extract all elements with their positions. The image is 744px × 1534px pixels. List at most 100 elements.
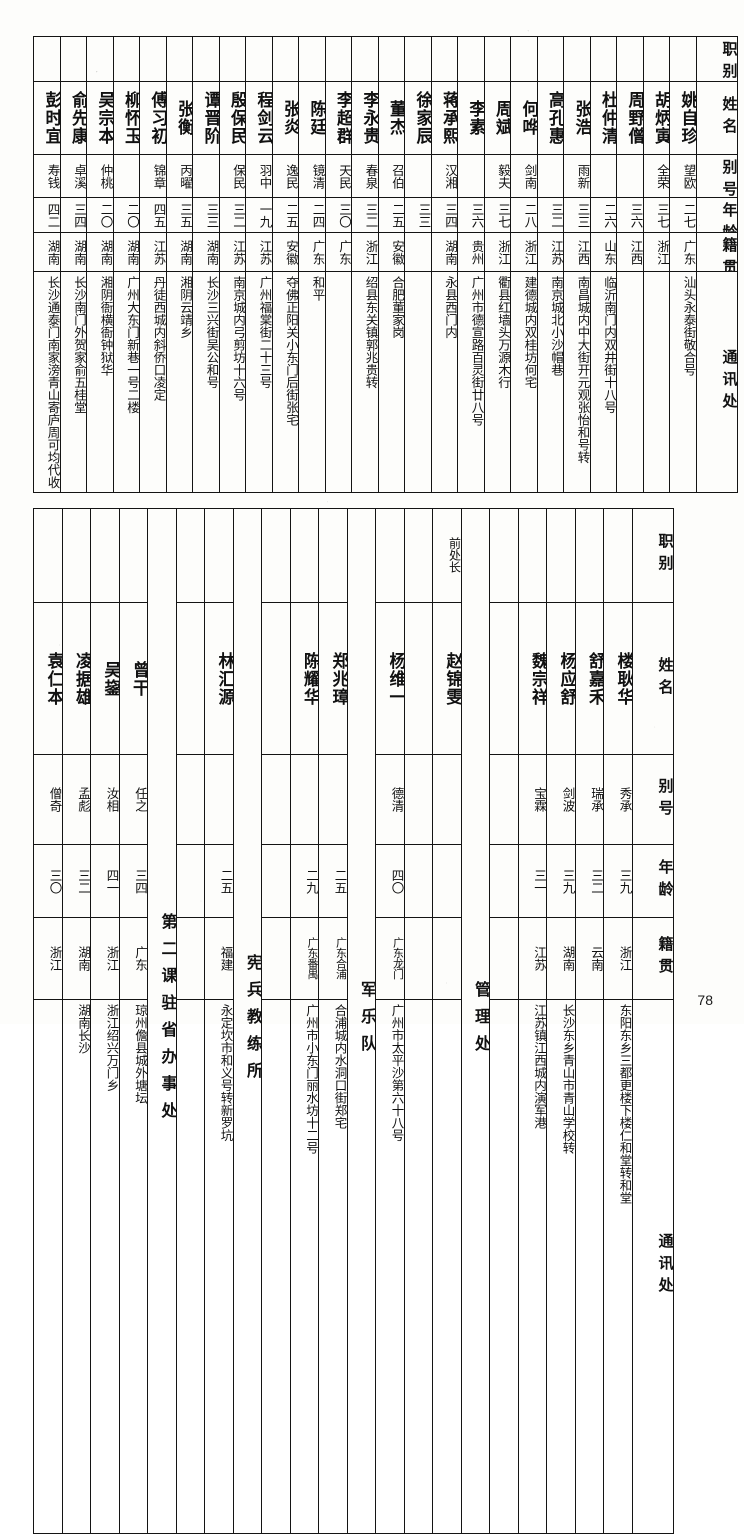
cell-address-text: 广州市德宣路百灵街廿八号: [458, 272, 484, 492]
cell-origin: 江西: [564, 233, 591, 272]
cell-age: 二八: [511, 198, 538, 233]
cell-name: 姚自珍: [670, 82, 697, 155]
cell-origin: 江苏: [219, 233, 246, 272]
cell-age: 三二: [219, 198, 246, 233]
cell-alias: 丙曜: [166, 155, 193, 198]
cell-address: 长沙通泰门南家滂青山寄庐周可均代收: [34, 272, 61, 493]
cell-address-text: 临沂南门内双井街十八号: [591, 272, 617, 492]
cell-origin: 湖南: [431, 233, 458, 272]
cell-address: [404, 999, 433, 1533]
row-header-alias: 别号: [632, 755, 673, 845]
cell-role: [62, 509, 91, 603]
cell-address-text: [490, 1000, 518, 1533]
cell-address-text: 长沙南门外贺家俞五桂堂: [61, 272, 87, 492]
cell-name: 陈耀华: [290, 602, 319, 754]
cell-address: [325, 272, 352, 493]
cell-age: 三四: [431, 198, 458, 233]
cell-name-text: 陈廷: [299, 82, 325, 154]
cell-address-text: 广州市小东门丽水坊十二号: [291, 1000, 319, 1533]
cell-alias-text: 丙曜: [167, 155, 193, 197]
cell-age-text: 二五: [273, 198, 299, 232]
cell-age: 一九: [246, 198, 273, 233]
cell-name-text: 徐家辰: [405, 82, 431, 154]
cell-origin: 江苏: [140, 233, 167, 272]
cell-age: 二〇: [87, 198, 114, 233]
cell-origin: 浙江: [352, 233, 379, 272]
cell-alias-text: 逸民: [273, 155, 299, 197]
cell-role-text: [485, 37, 511, 81]
cell-name-text: 吴鋆: [91, 603, 119, 754]
cell-role: 前处长: [433, 509, 462, 603]
cell-alias-text: 镜清: [299, 155, 325, 197]
cell-name: 俞先康: [60, 82, 87, 155]
cell-role: [590, 37, 617, 82]
cell-alias: 天民: [325, 155, 352, 198]
cell-age-text: 三四: [432, 198, 458, 232]
cell-origin: 湖南: [34, 233, 61, 272]
cell-address: 湘阴云靖乡: [166, 272, 193, 493]
cell-role: [537, 37, 564, 82]
cell-alias: [193, 155, 220, 198]
cell-name: 周斌: [484, 82, 511, 155]
cell-origin: 广东: [299, 233, 326, 272]
cell-age: 二五: [378, 198, 405, 233]
cell-address: 浙江绍兴万门乡: [91, 999, 120, 1533]
cell-alias-text: 锦章: [140, 155, 166, 197]
cell-role: [176, 509, 205, 603]
row-header-name: 姓名: [632, 602, 673, 754]
cell-address-text: 绍县东关镇郭兆贵转: [352, 272, 378, 492]
cell-address-text: 琼州儋县城外塘坛: [120, 1000, 148, 1533]
cell-age: 三六: [458, 198, 485, 233]
cell-address-text: 建德城内双桂坊何宅: [511, 272, 537, 492]
cell-alias: 汝相: [91, 755, 120, 845]
cell-address-text: 湖南长沙: [63, 1000, 91, 1533]
cell-age: 三二: [62, 845, 91, 918]
cell-role: [205, 509, 234, 603]
cell-age: [176, 845, 205, 918]
cell-name-text: 赵锦雯: [433, 603, 461, 754]
cell-address: 广州市太平沙第六十八号: [376, 999, 405, 1533]
cell-origin-text: 浙江: [34, 918, 62, 998]
cell-address: [433, 999, 462, 1533]
cell-address: [643, 272, 670, 493]
cell-alias: [458, 155, 485, 198]
cell-origin: 广东: [325, 233, 352, 272]
cell-role: [219, 37, 246, 82]
cell-alias: [590, 155, 617, 198]
cell-role-text: [576, 509, 604, 602]
cell-origin-text: 湖南: [432, 233, 458, 271]
cell-address: 江苏镇江西城内演军港: [518, 999, 547, 1533]
cell-origin-text: 湖南: [87, 233, 113, 271]
row-header-role-text: 职别: [697, 37, 737, 81]
cell-age-text: 三二: [352, 198, 378, 232]
row-header-address: 通讯处: [632, 999, 673, 1533]
cell-name: 袁仁本: [34, 602, 63, 754]
cell-name: 李超群: [325, 82, 352, 155]
row-header-name: 姓名: [696, 82, 737, 155]
cell-age-text: 二六: [591, 198, 617, 232]
cell-origin: 浙江: [34, 918, 63, 999]
cell-age-text: 三二: [576, 845, 604, 917]
cell-age-text: 三三: [193, 198, 219, 232]
cell-alias: 任之: [119, 755, 148, 845]
cell-role: [643, 37, 670, 82]
cell-name: 殷保民: [219, 82, 246, 155]
cell-age: 二四: [299, 198, 326, 233]
cell-role: [113, 37, 140, 82]
cell-name: 郑兆璋: [319, 602, 348, 754]
cell-address: 广州市德宣路百灵街廿八号: [458, 272, 485, 493]
cell-alias: [404, 755, 433, 845]
cell-age-text: 三九: [547, 845, 575, 917]
cell-role-text: [262, 509, 290, 602]
cell-name-text: 楼耿华: [604, 603, 632, 754]
cell-name-text: 何哗: [511, 82, 537, 154]
cell-alias-text: 宝霖: [519, 755, 547, 844]
cell-alias: [205, 755, 234, 845]
cell-name: 胡炳寅: [643, 82, 670, 155]
cell-age-text: 三三: [405, 198, 431, 232]
cell-age-text: [490, 845, 518, 917]
cell-alias-text: 秀承: [604, 755, 632, 844]
cell-address: 南京城北小沙帽巷: [537, 272, 564, 493]
cell-name-text: 魏宗祥: [519, 603, 547, 754]
cell-role-text: [604, 509, 632, 602]
